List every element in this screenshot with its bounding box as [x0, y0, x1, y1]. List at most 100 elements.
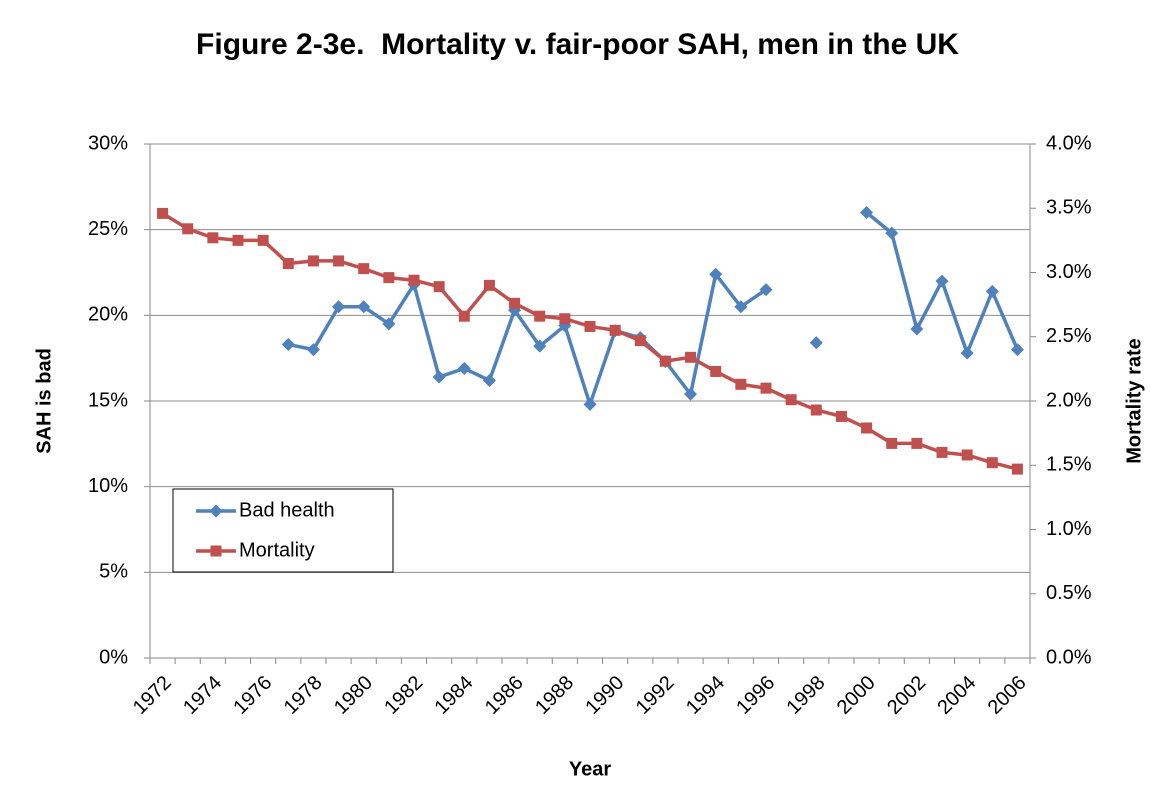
point: [709, 267, 723, 281]
point: [281, 337, 295, 351]
x-tick-label: 1974: [179, 672, 226, 719]
point: [835, 410, 847, 422]
x-tick-label: 2006: [984, 672, 1031, 719]
point: [935, 274, 949, 288]
point: [433, 281, 445, 293]
x-tick-label: 1980: [330, 672, 377, 719]
point: [911, 437, 923, 449]
point: [609, 324, 621, 336]
x-tick-label: 2002: [883, 672, 930, 719]
x-axis-title: Year: [569, 758, 611, 780]
series-line: [287, 270, 767, 411]
x-tick-label: 1972: [129, 672, 176, 719]
point: [685, 351, 697, 363]
y-tick-label: 10%: [88, 475, 128, 497]
point: [534, 310, 546, 322]
point: [910, 322, 924, 336]
chart-title: Figure 2-3e. Mortality v. fair-poor SAH,…: [196, 28, 959, 61]
point: [207, 232, 219, 244]
point: [482, 373, 496, 387]
point: [432, 370, 446, 384]
x-tick-label: 1994: [682, 672, 729, 719]
x-tick-label: 1978: [280, 672, 327, 719]
point: [157, 207, 169, 219]
point: [357, 300, 371, 314]
x-tick-label: 1982: [380, 672, 427, 719]
point: [734, 300, 748, 314]
point: [659, 355, 671, 367]
y2-tick-label: 2.5%: [1046, 325, 1092, 347]
y2-tick-label: 1.5%: [1046, 454, 1092, 476]
x-tick-label: 1986: [481, 672, 528, 719]
point: [257, 234, 269, 246]
point: [1010, 343, 1024, 357]
point: [458, 310, 470, 322]
y2-tick-label: 2.0%: [1046, 389, 1092, 411]
point: [860, 206, 874, 220]
y-tick-label: 25%: [88, 218, 128, 240]
point: [559, 313, 571, 325]
point: [182, 223, 194, 235]
point: [483, 279, 495, 291]
point: [809, 336, 823, 350]
x-tick-label: 2000: [833, 672, 880, 719]
legend-label: Mortality: [239, 539, 315, 561]
point: [358, 263, 370, 275]
point: [333, 255, 345, 267]
y-tick-label: 30%: [88, 132, 128, 154]
point: [584, 320, 596, 332]
y-tick-label: 0%: [99, 646, 128, 668]
x-tick-label: 2004: [933, 672, 980, 719]
point: [282, 258, 294, 270]
point: [961, 449, 973, 461]
point: [634, 335, 646, 347]
point: [509, 297, 521, 309]
point: [885, 226, 899, 240]
legend-marker: [209, 504, 223, 518]
point: [533, 339, 547, 353]
point: [936, 446, 948, 458]
x-tick-label: 1976: [229, 672, 276, 719]
y2-tick-label: 1.0%: [1046, 518, 1092, 540]
x-tick-label: 1992: [632, 672, 679, 719]
point: [735, 378, 747, 390]
y2-tick-label: 4.0%: [1046, 132, 1092, 154]
y2-tick-label: 0.0%: [1046, 646, 1092, 668]
point: [383, 272, 395, 284]
point: [960, 346, 974, 360]
x-tick-label: 1998: [783, 672, 830, 719]
y-axis-title: SAH is bad: [33, 348, 55, 454]
y-tick-label: 20%: [88, 304, 128, 326]
y2-tick-label: 3.5%: [1046, 197, 1092, 219]
y2-tick-label: 0.5%: [1046, 582, 1092, 604]
point: [986, 457, 998, 469]
legend-box: [172, 488, 394, 573]
point: [810, 404, 822, 416]
point: [760, 382, 772, 394]
point: [332, 300, 346, 314]
point: [861, 422, 873, 434]
point: [886, 437, 898, 449]
point: [710, 365, 722, 377]
point: [408, 274, 420, 286]
x-tick-label: 1984: [431, 672, 478, 719]
point: [232, 234, 244, 246]
y2-axis-title: Mortality rate: [1123, 338, 1145, 464]
y-tick-label: 15%: [88, 389, 128, 411]
x-tick-label: 1988: [531, 672, 578, 719]
point: [785, 394, 797, 406]
x-tick-label: 1990: [581, 672, 628, 719]
point: [382, 317, 396, 331]
y2-tick-label: 3.0%: [1046, 261, 1092, 283]
x-tick-label: 1996: [732, 672, 779, 719]
point: [1011, 463, 1023, 475]
y-tick-label: 5%: [99, 561, 128, 583]
legend-marker: [210, 545, 222, 557]
point: [583, 397, 597, 411]
point: [307, 255, 319, 267]
legend-label: Bad health: [239, 499, 335, 521]
point: [306, 343, 320, 357]
point: [759, 283, 773, 297]
